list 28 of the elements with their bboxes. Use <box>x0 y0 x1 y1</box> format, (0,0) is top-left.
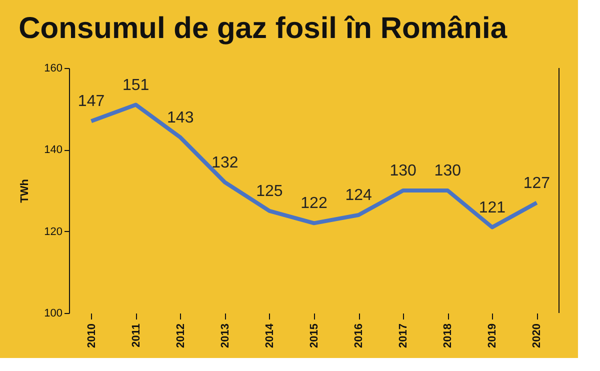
data-label: 130 <box>390 162 417 180</box>
data-label: 127 <box>523 174 550 192</box>
data-label: 132 <box>212 154 238 172</box>
y-tick-label: 160 <box>44 62 62 74</box>
x-tick-label: 2017 <box>398 324 410 348</box>
x-tick-label: 2013 <box>219 324 232 348</box>
x-tick-label: 2020 <box>531 324 544 348</box>
data-label: 151 <box>122 76 150 94</box>
data-label: 124 <box>345 187 372 204</box>
x-tick-label: 2019 <box>486 324 499 348</box>
x-tick-label: 2018 <box>442 324 454 348</box>
x-tick-label: 2015 <box>308 324 320 348</box>
chart-title: Consumul de gaz fosil în România <box>18 12 508 45</box>
data-label: 130 <box>434 162 462 180</box>
y-tick-label: 100 <box>44 308 62 320</box>
y-tick-label: 140 <box>44 144 62 156</box>
data-label: 147 <box>78 93 105 110</box>
data-label: 143 <box>167 109 194 126</box>
x-tick-label: 2010 <box>86 324 98 348</box>
data-label: 122 <box>300 195 328 212</box>
data-label: 121 <box>478 199 506 216</box>
x-tick-label: 2014 <box>264 322 276 348</box>
x-tick-label: 2011 <box>130 324 142 348</box>
x-tick-label: 2016 <box>353 324 366 348</box>
data-label: 125 <box>256 182 283 200</box>
y-tick-label: 120 <box>44 226 62 238</box>
x-tick-label: 2012 <box>174 324 187 348</box>
y-axis-title: TWh <box>19 178 32 203</box>
